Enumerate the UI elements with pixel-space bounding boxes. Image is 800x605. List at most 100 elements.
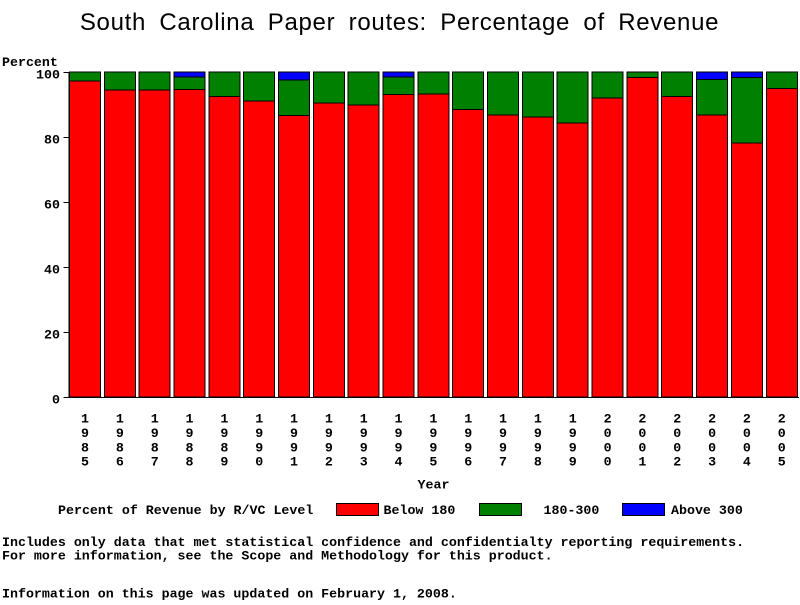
svg-text:Above 300: Above 300 (671, 503, 743, 518)
svg-text:9: 9 (464, 440, 472, 455)
svg-text:9: 9 (569, 440, 577, 455)
svg-text:60: 60 (44, 198, 60, 213)
svg-text:1: 1 (151, 412, 159, 427)
svg-text:1: 1 (325, 412, 333, 427)
svg-text:5: 5 (429, 455, 437, 470)
svg-text:9: 9 (429, 440, 437, 455)
svg-text:9: 9 (360, 426, 368, 441)
svg-text:1: 1 (81, 412, 89, 427)
svg-text:3: 3 (708, 455, 716, 470)
svg-text:0: 0 (708, 440, 716, 455)
svg-text:9: 9 (499, 440, 507, 455)
svg-text:1: 1 (290, 455, 298, 470)
svg-text:9: 9 (395, 440, 403, 455)
svg-text:1: 1 (534, 412, 542, 427)
svg-text:0: 0 (52, 393, 60, 408)
svg-text:0: 0 (708, 426, 716, 441)
svg-text:8: 8 (81, 440, 89, 455)
svg-text:2: 2 (673, 455, 681, 470)
svg-text:9: 9 (534, 426, 542, 441)
svg-text:2: 2 (673, 412, 681, 427)
svg-text:8: 8 (534, 455, 542, 470)
svg-text:2: 2 (778, 412, 786, 427)
svg-text:9: 9 (290, 426, 298, 441)
svg-text:2: 2 (638, 412, 646, 427)
svg-text:Year: Year (418, 478, 450, 493)
svg-text:9: 9 (290, 440, 298, 455)
svg-text:1: 1 (360, 412, 368, 427)
svg-text:2: 2 (743, 412, 751, 427)
svg-text:5: 5 (81, 455, 89, 470)
svg-text:1: 1 (638, 455, 646, 470)
svg-text:8: 8 (116, 440, 124, 455)
svg-text:For more information, see the: For more information, see the Scope and … (2, 548, 553, 563)
svg-text:9: 9 (569, 455, 577, 470)
svg-text:1: 1 (464, 412, 472, 427)
svg-text:0: 0 (743, 440, 751, 455)
svg-text:3: 3 (360, 455, 368, 470)
svg-text:9: 9 (499, 426, 507, 441)
svg-text:0: 0 (673, 440, 681, 455)
svg-text:0: 0 (673, 426, 681, 441)
svg-text:Information on this page was u: Information on this page was updated on … (2, 587, 457, 601)
svg-text:1: 1 (186, 412, 194, 427)
svg-text:9: 9 (569, 426, 577, 441)
svg-text:1: 1 (290, 412, 298, 427)
svg-text:0: 0 (778, 426, 786, 441)
svg-text:4: 4 (743, 455, 751, 470)
svg-text:40: 40 (44, 263, 60, 278)
svg-text:0: 0 (778, 440, 786, 455)
svg-text:7: 7 (151, 455, 159, 470)
svg-text:0: 0 (255, 455, 263, 470)
svg-text:Includes only data that met st: Includes only data that met statistical … (2, 535, 744, 550)
svg-text:9: 9 (81, 426, 89, 441)
svg-text:1: 1 (220, 412, 228, 427)
svg-text:1: 1 (499, 412, 507, 427)
svg-text:9: 9 (255, 440, 263, 455)
svg-text:0: 0 (604, 455, 612, 470)
svg-text:8: 8 (186, 455, 194, 470)
svg-text:0: 0 (604, 440, 612, 455)
svg-text:4: 4 (395, 455, 403, 470)
svg-text:1: 1 (116, 412, 124, 427)
svg-text:9: 9 (151, 426, 159, 441)
svg-text:80: 80 (44, 133, 60, 148)
svg-text:1: 1 (395, 412, 403, 427)
svg-text:2: 2 (708, 412, 716, 427)
svg-text:8: 8 (186, 440, 194, 455)
svg-text:9: 9 (534, 440, 542, 455)
svg-text:1: 1 (255, 412, 263, 427)
svg-text:Below 180: Below 180 (384, 503, 456, 518)
svg-text:Percent of Revenue by R/VC Lev: Percent of Revenue by R/VC Level (58, 503, 313, 518)
svg-text:9: 9 (325, 440, 333, 455)
svg-text:Percent: Percent (2, 55, 58, 70)
svg-text:9: 9 (360, 440, 368, 455)
svg-text:6: 6 (464, 455, 472, 470)
svg-text:9: 9 (220, 455, 228, 470)
svg-text:180-300: 180-300 (544, 503, 600, 518)
svg-text:8: 8 (220, 440, 228, 455)
svg-text:100: 100 (36, 68, 60, 83)
svg-text:0: 0 (604, 426, 612, 441)
svg-text:20: 20 (44, 328, 60, 343)
svg-text:9: 9 (255, 426, 263, 441)
svg-text:9: 9 (116, 426, 124, 441)
svg-text:9: 9 (186, 426, 194, 441)
svg-text:9: 9 (464, 426, 472, 441)
svg-text:9: 9 (325, 426, 333, 441)
svg-text:1: 1 (429, 412, 437, 427)
svg-text:7: 7 (499, 455, 507, 470)
svg-text:5: 5 (778, 455, 786, 470)
svg-text:2: 2 (604, 412, 612, 427)
svg-text:6: 6 (116, 455, 124, 470)
svg-text:2: 2 (325, 455, 333, 470)
svg-text:0: 0 (743, 426, 751, 441)
svg-text:8: 8 (151, 440, 159, 455)
svg-text:9: 9 (395, 426, 403, 441)
svg-text:South Carolina Paper routes: P: South Carolina Paper routes: Percentage … (80, 9, 719, 36)
svg-text:9: 9 (429, 426, 437, 441)
svg-text:0: 0 (638, 426, 646, 441)
svg-text:1: 1 (569, 412, 577, 427)
svg-text:0: 0 (638, 440, 646, 455)
svg-text:9: 9 (220, 426, 228, 441)
